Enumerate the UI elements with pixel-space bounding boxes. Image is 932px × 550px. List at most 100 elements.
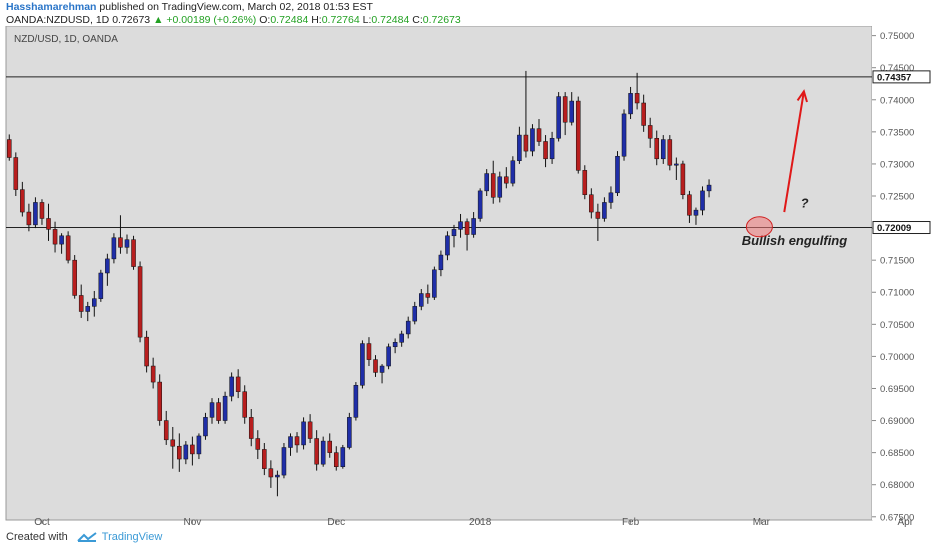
candle-body (392, 342, 398, 348)
y-tick-label: 0.70000 (880, 352, 914, 363)
candle-body (72, 259, 77, 296)
candle-body (242, 391, 247, 418)
candle-body (275, 474, 280, 478)
candle-body (687, 194, 692, 216)
candle-body (177, 445, 182, 460)
candle-body (517, 134, 522, 161)
candle-body (608, 192, 614, 203)
candle-body (131, 239, 136, 267)
red-arrow-line (783, 91, 805, 213)
candle-body (445, 235, 450, 256)
candle-body (523, 134, 529, 152)
candle-body (419, 293, 424, 307)
candle-body (222, 395, 228, 421)
candle-body (628, 93, 633, 115)
y-tick-label: 0.75000 (880, 31, 914, 42)
candle-body (497, 176, 503, 198)
candle-body (458, 221, 463, 230)
candle-body (150, 365, 156, 383)
candle-body (379, 365, 385, 373)
y-tick-label: 0.74000 (880, 95, 914, 106)
candle-body (386, 346, 391, 367)
candle-body (268, 468, 274, 478)
y-tick-label: 0.67500 (880, 512, 914, 523)
y-tick-label: 0.71000 (880, 288, 914, 299)
candle-body (399, 333, 404, 343)
tradingview-link[interactable]: TradingView (101, 531, 163, 543)
author-link[interactable]: Hasshamarehman (6, 1, 97, 13)
candle-body (320, 440, 326, 465)
candle-body (693, 209, 699, 216)
price-scale[interactable] (872, 26, 932, 520)
candle-body (451, 229, 457, 237)
candle-body (536, 128, 542, 142)
candle-body (582, 170, 588, 195)
candle-body (314, 438, 319, 465)
plot-area[interactable] (5, 26, 873, 521)
candle-body (641, 102, 646, 126)
created-with-text: Created with (6, 531, 68, 543)
candle-body (301, 421, 306, 446)
highlight-circle (745, 216, 773, 238)
published-text: published on TradingView.com, March 02, … (99, 1, 373, 13)
x-tick-label: Dec (327, 517, 345, 528)
x-tick-label: Feb (622, 517, 640, 528)
level-price-box (872, 221, 931, 235)
x-tick-label: Apr (897, 517, 913, 528)
price-chart[interactable]: NZD/USD, 1D, OANDA Bullish engulfing? 0.… (0, 26, 932, 528)
candle-body (39, 202, 45, 219)
candle-body (667, 139, 673, 166)
tradingview-logo-icon[interactable] (76, 531, 98, 543)
candle-body (706, 184, 712, 192)
level-price-box (872, 70, 931, 84)
candle-body (654, 138, 660, 160)
candle-body (78, 295, 84, 312)
y-tick-label: 0.73000 (880, 159, 914, 170)
candle-body (59, 235, 64, 245)
close-label: C: (412, 14, 423, 26)
candle-body (65, 235, 71, 261)
change-up-icon: ▲ (153, 14, 164, 26)
candle-body (137, 266, 143, 338)
candle-body (26, 211, 32, 226)
candle-body (183, 444, 189, 460)
candle-body (111, 237, 117, 260)
candle-body (118, 237, 123, 248)
candle-body (203, 417, 208, 437)
candle-body (163, 420, 169, 441)
y-tick-label: 0.74500 (880, 63, 914, 74)
candle-body (484, 173, 489, 192)
y-tick-label: 0.71500 (880, 256, 914, 267)
candle-body (294, 436, 300, 446)
level-price-label: 0.74357 (877, 72, 911, 83)
candle-body (660, 139, 666, 160)
candle-body (46, 218, 51, 230)
high-value: 0.72764 (321, 14, 360, 26)
candle-body (347, 417, 352, 448)
candle-body (20, 189, 25, 213)
candle-body (6, 139, 12, 158)
candle-body (405, 320, 411, 335)
candle-body (288, 436, 293, 448)
candle-body (647, 125, 653, 139)
candle-body (543, 141, 548, 160)
candle-body (307, 421, 313, 439)
candle-body (92, 298, 97, 307)
candle-body (575, 100, 581, 171)
candle-body (602, 202, 607, 219)
y-tick-label: 0.69500 (880, 384, 914, 395)
candle-body (360, 343, 365, 386)
candle-body (209, 402, 215, 418)
candle-body (170, 439, 176, 447)
candle-body (595, 211, 601, 219)
candle-body (549, 138, 555, 160)
candle-body (190, 444, 195, 455)
candle-body (432, 269, 437, 298)
candle-body (157, 381, 162, 421)
candle-body (98, 272, 104, 299)
candle-body (373, 359, 378, 373)
candle-body (327, 440, 333, 453)
pattern-label: Bullish engulfing (742, 233, 847, 248)
candle-body (229, 376, 234, 397)
candle-body (589, 194, 594, 213)
